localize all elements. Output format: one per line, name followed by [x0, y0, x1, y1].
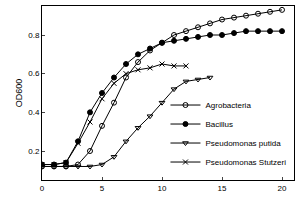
svg-text:0.4: 0.4: [28, 108, 40, 117]
svg-text:20: 20: [278, 184, 287, 193]
svg-text:0.6: 0.6: [28, 69, 40, 78]
svg-text:10: 10: [158, 184, 167, 193]
svg-text:Agrobacteria: Agrobacteria: [205, 101, 251, 110]
svg-text:Bacillus: Bacillus: [205, 120, 233, 129]
svg-text:15: 15: [218, 184, 227, 193]
svg-text:Pseudomonas Stutzeri: Pseudomonas Stutzeri: [205, 158, 286, 167]
svg-text:0: 0: [40, 184, 45, 193]
svg-text:0.8: 0.8: [28, 31, 40, 40]
svg-text:Pseudomonas putida: Pseudomonas putida: [205, 139, 281, 148]
svg-text:0.2: 0.2: [28, 147, 40, 156]
svg-text:5: 5: [100, 184, 105, 193]
svg-text:OD600: OD600: [14, 79, 24, 108]
